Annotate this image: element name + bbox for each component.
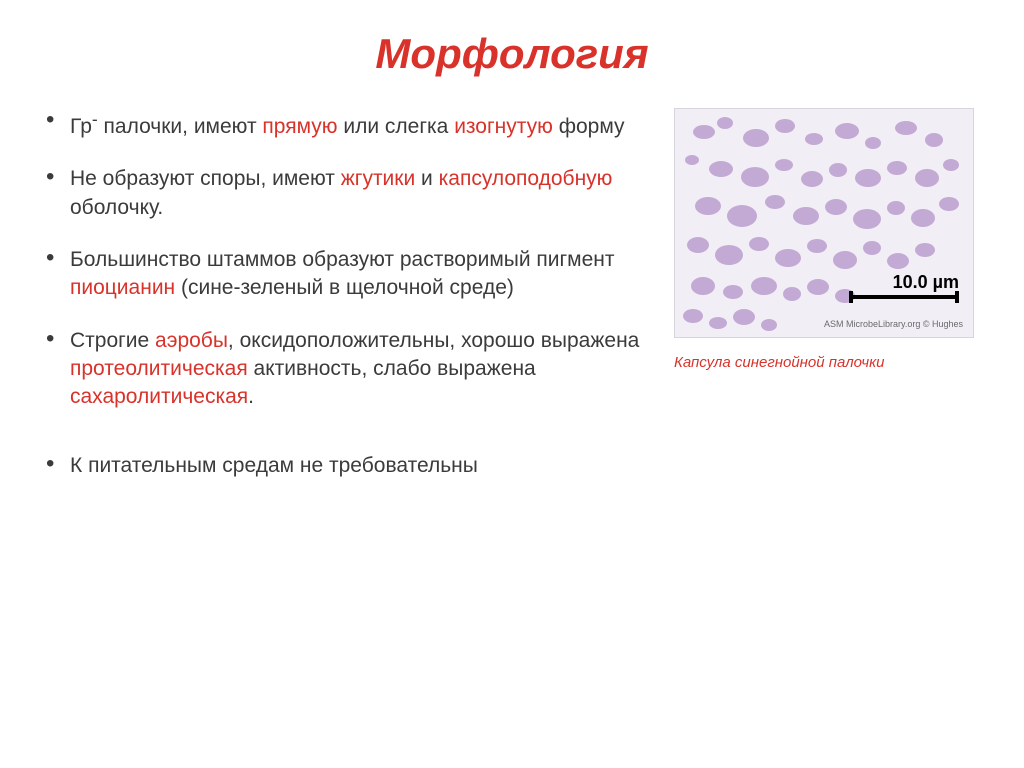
cell-blob	[807, 239, 827, 253]
bullet-list: Гр- палочки, имеют прямую или слегка изо…	[40, 108, 654, 504]
bullet-text: активность, слабо выражена	[248, 357, 536, 380]
cell-blob	[683, 309, 703, 323]
cell-blob	[887, 161, 907, 175]
bullet-text: .	[248, 385, 254, 408]
cell-blob	[751, 277, 777, 295]
cell-blob	[691, 277, 715, 295]
cell-blob	[943, 159, 959, 171]
highlight-word: сахаролитическая	[70, 385, 248, 408]
figure: 10.0 µm ASM MicrobeLibrary.org © Hughes …	[674, 108, 984, 504]
cell-blob	[685, 155, 699, 165]
micrograph-image: 10.0 µm ASM MicrobeLibrary.org © Hughes	[674, 108, 974, 338]
cell-blob	[733, 309, 755, 325]
cell-blob	[863, 241, 881, 255]
cell-blob	[915, 243, 935, 257]
cell-blob	[887, 201, 905, 215]
cell-blob	[855, 169, 881, 187]
cell-blob	[911, 209, 935, 227]
bullet-text: К питательным средам не требовательны	[70, 454, 478, 477]
cell-blob	[717, 117, 733, 129]
cell-blob	[805, 133, 823, 145]
cell-blob	[887, 253, 909, 269]
cell-blob	[775, 159, 793, 171]
bullet-text: или слегка	[338, 115, 455, 138]
bullet-item: Гр- палочки, имеют прямую или слегка изо…	[40, 108, 654, 141]
cell-blob	[709, 161, 733, 177]
highlight-word: жгутики	[341, 167, 415, 190]
highlight-word: пиоцианин	[70, 276, 175, 299]
scalebar-label: 10.0 µm	[893, 272, 959, 293]
cell-blob	[783, 287, 801, 301]
highlight-word: капсулоподобную	[439, 167, 613, 190]
cell-blob	[743, 129, 769, 147]
cell-blob	[775, 119, 795, 133]
cell-blob	[853, 209, 881, 229]
bullet-item: К питательным средам не требовательны	[40, 452, 654, 480]
slide: Морфология Гр- палочки, имеют прямую или…	[0, 0, 1024, 768]
bullet-text: Не образуют споры, имеют	[70, 167, 341, 190]
highlight-word: изогнутую	[454, 115, 553, 138]
cell-blob	[915, 169, 939, 187]
bullet-text: и	[415, 167, 438, 190]
cell-blob	[775, 249, 801, 267]
cell-blob	[807, 279, 829, 295]
cell-blob	[749, 237, 769, 251]
slide-title: Морфология	[40, 30, 984, 78]
bullet-text: Строгие	[70, 329, 155, 352]
image-credit: ASM MicrobeLibrary.org © Hughes	[824, 319, 963, 329]
cell-blob	[715, 245, 743, 265]
cell-blob	[829, 163, 847, 177]
highlight-word: аэробы	[155, 329, 228, 352]
bullet-item: Не образуют споры, имеют жгутики и капсу…	[40, 165, 654, 222]
cell-blob	[761, 319, 777, 331]
cell-blob	[865, 137, 881, 149]
cell-blob	[695, 197, 721, 215]
cell-blob	[939, 197, 959, 211]
scalebar-tick	[955, 291, 959, 303]
cell-blob	[835, 123, 859, 139]
scalebar-tick	[849, 291, 853, 303]
cell-blob	[741, 167, 769, 187]
highlight-word: протеолитическая	[70, 357, 248, 380]
bullet-text: Большинство штаммов образуют растворимый…	[70, 248, 615, 271]
highlight-word: прямую	[262, 115, 337, 138]
bullet-text: (сине-зеленый в щелочной среде)	[175, 276, 514, 299]
bullet-text: оболочку.	[70, 196, 163, 219]
cell-blob	[793, 207, 819, 225]
cell-blob	[723, 285, 743, 299]
bullet-item: Строгие аэробы, оксидоположительны, хоро…	[40, 327, 654, 412]
bullet-text: , оксидоположительны, хорошо выражена	[228, 329, 639, 352]
bullet-text: Гр	[70, 115, 92, 138]
bullet-text: форму	[553, 115, 625, 138]
cell-blob	[895, 121, 917, 135]
cell-blob	[765, 195, 785, 209]
cell-blob	[687, 237, 709, 253]
content-row: Гр- палочки, имеют прямую или слегка изо…	[40, 108, 984, 504]
bullet-text: палочки, имеют	[98, 115, 263, 138]
cell-blob	[727, 205, 757, 227]
cell-blob	[833, 251, 857, 269]
cell-blob	[801, 171, 823, 187]
cell-blob	[709, 317, 727, 329]
cell-blob	[693, 125, 715, 139]
figure-caption: Капсула синегнойной палочки	[674, 354, 984, 371]
bullet-item: Большинство штаммов образуют растворимый…	[40, 246, 654, 303]
scalebar-line	[849, 295, 959, 299]
cell-blob	[825, 199, 847, 215]
cell-blob	[925, 133, 943, 147]
